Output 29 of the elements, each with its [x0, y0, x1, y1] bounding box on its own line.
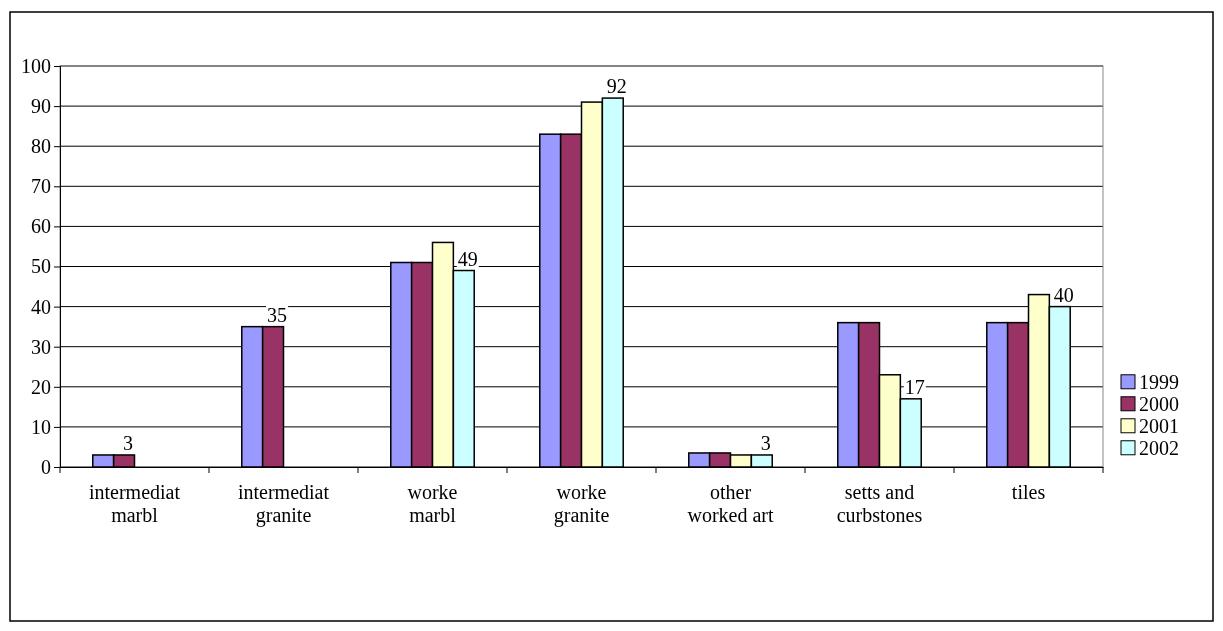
data-label: 40 [1053, 283, 1074, 306]
y-tick-label: 20 [31, 375, 51, 398]
x-tick-label: intermediat granite [237, 481, 330, 527]
data-label: 49 [457, 247, 478, 270]
data-label: 35 [267, 303, 288, 326]
y-tick-label: 90 [31, 95, 51, 117]
data-label: 3 [760, 431, 771, 454]
y-tick-label: 0 [41, 455, 51, 478]
y-tick-label: 10 [31, 415, 51, 438]
data-label: 17 [904, 375, 925, 398]
y-tick-label: 40 [31, 295, 51, 318]
y-tick-label: 70 [31, 175, 51, 198]
legend-label: 2000 [1139, 392, 1179, 415]
legend-label: 1999 [1139, 370, 1179, 393]
y-tick-label: 80 [31, 135, 51, 158]
y-tick-label: 30 [31, 335, 51, 358]
x-tick-label: setts and curbstones [836, 481, 923, 526]
x-tick-label: tiles [1011, 481, 1046, 503]
x-tick-label: intermediat marbl [88, 481, 181, 526]
data-label: 3 [123, 431, 134, 454]
x-tick-label: worke granite [553, 481, 610, 527]
legend-label: 2002 [1139, 436, 1179, 459]
x-tick-label: worke marbl [407, 481, 458, 526]
y-tick-label: 60 [31, 215, 51, 238]
legend-label: 2001 [1139, 414, 1179, 437]
y-tick-label: 100 [21, 54, 51, 77]
y-tick-label: 50 [31, 255, 51, 278]
data-label: 92 [606, 75, 627, 98]
x-tick-label: other worked art [687, 481, 774, 526]
